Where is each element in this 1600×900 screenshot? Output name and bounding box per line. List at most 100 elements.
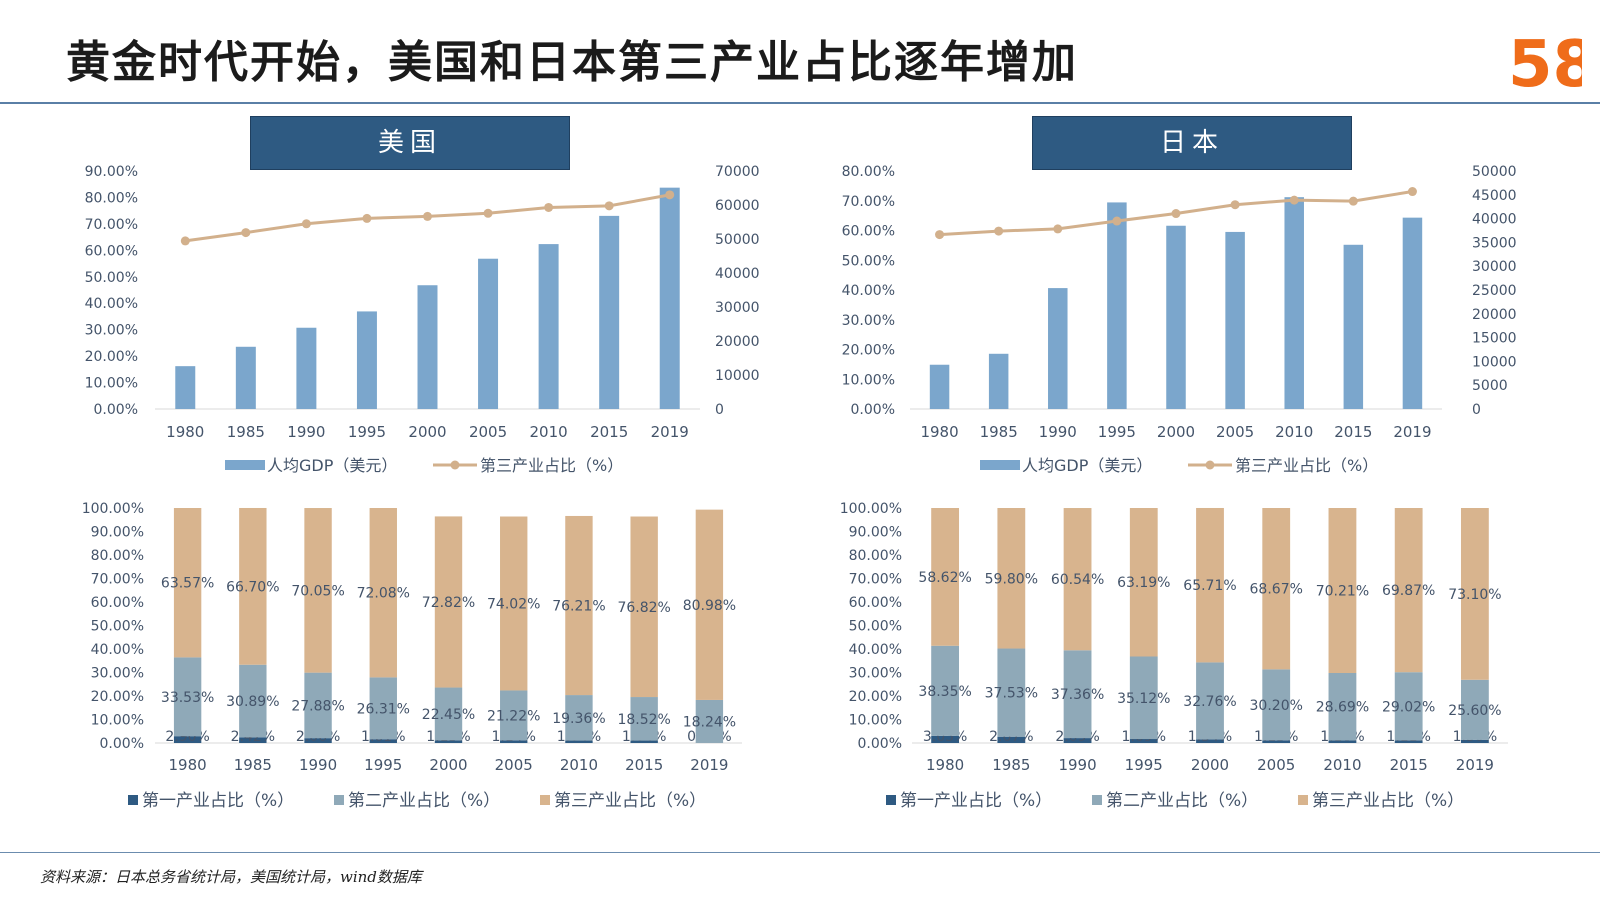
jp-share-secondary-data-label: 30.20% bbox=[1250, 698, 1303, 714]
jp-share-tick-label: 100.00% bbox=[840, 501, 902, 517]
jp-gdp-tertiary-point bbox=[1407, 187, 1417, 197]
us-gdp-left-tick-label: 80.00% bbox=[85, 190, 138, 206]
us-share-tertiary-segment bbox=[630, 516, 658, 698]
us-share-secondary-data-label: 26.31% bbox=[357, 701, 410, 717]
jp-share-primary-segment bbox=[1394, 740, 1423, 743]
us-share-tick-label: 70.00% bbox=[91, 572, 144, 588]
jp-gdp-category-label: 1990 bbox=[1039, 423, 1077, 441]
jp-share-secondary-segment bbox=[997, 648, 1026, 737]
jp-gdp-left-tick-label: 60.00% bbox=[842, 224, 895, 240]
jp-share-secondary-data-label: 25.60% bbox=[1448, 703, 1501, 719]
us-share-tertiary-segment bbox=[695, 509, 724, 700]
jp-share-category-label: 1990 bbox=[1058, 756, 1096, 774]
us-gdp-left-tick-label: 30.00% bbox=[85, 323, 138, 339]
jp-share-legend-label-secondary: 第二产业占比（%） bbox=[1106, 791, 1258, 811]
us-gdp-category-label: 1990 bbox=[287, 423, 325, 441]
us-share-tick-label: 20.00% bbox=[91, 689, 144, 705]
us-share-secondary-segment bbox=[500, 690, 528, 741]
jp-gdp-left-tick-label: 50.00% bbox=[842, 253, 895, 269]
us-share-tertiary-segment bbox=[239, 507, 267, 665]
jp-gdp-right-tick-label: 30000 bbox=[1472, 259, 1517, 275]
us-share-primary-segment bbox=[630, 740, 658, 743]
us-gdp-legend-bar-label: 人均GDP（美元） bbox=[267, 456, 397, 475]
us-gdp-left-tick-label: 50.00% bbox=[85, 270, 138, 286]
jp-share-primary-segment bbox=[1063, 738, 1092, 743]
us-gdp-right-tick-label: 0 bbox=[715, 402, 724, 418]
jp-gdp-right-tick-label: 20000 bbox=[1472, 307, 1517, 323]
jp-share-secondary-segment bbox=[1129, 656, 1158, 740]
us-gdp-category-label: 2000 bbox=[408, 423, 446, 441]
us-gdp-tertiary-point bbox=[483, 208, 493, 218]
us-gdp-tertiary-point bbox=[362, 213, 372, 223]
us-gdp-gdp-bar bbox=[478, 258, 499, 409]
jp-gdp-gdp-bar bbox=[1284, 197, 1304, 409]
jp-share-secondary-data-label: 29.02% bbox=[1382, 699, 1435, 715]
jp-share-secondary-data-label: 28.69% bbox=[1316, 700, 1369, 716]
us-share-secondary-segment bbox=[369, 677, 397, 740]
us-share-tick-label: 50.00% bbox=[91, 619, 144, 635]
us-gdp-right-tick-label: 60000 bbox=[715, 198, 760, 214]
jp-gdp-left-tick-label: 0.00% bbox=[851, 402, 895, 418]
us-share-tertiary-segment bbox=[500, 516, 528, 691]
jp-share-tertiary-data-label: 59.80% bbox=[985, 571, 1038, 587]
us-gdp-category-label: 1980 bbox=[166, 423, 204, 441]
jp-share-category-label: 1980 bbox=[926, 756, 964, 774]
us-share-legend-swatch-primary bbox=[128, 795, 138, 805]
jp-share-tertiary-segment bbox=[1129, 508, 1158, 657]
jp-share-secondary-data-label: 32.76% bbox=[1183, 694, 1236, 710]
us-share-legend-label-primary: 第一产业占比（%） bbox=[142, 791, 294, 811]
jp-gdp-category-label: 2000 bbox=[1157, 423, 1195, 441]
us-share-tertiary-segment bbox=[565, 515, 593, 696]
us-share-tertiary-data-label: 72.08% bbox=[357, 586, 410, 602]
us-share-tertiary-data-label: 66.70% bbox=[226, 579, 279, 595]
jp-share-category-label: 2015 bbox=[1390, 756, 1428, 774]
us-gdp-tertiary-point bbox=[301, 219, 311, 229]
source-note: 资料来源：日本总务省统计局，美国统计局，wind数据库 bbox=[40, 868, 422, 886]
us-gdp-left-tick-label: 10.00% bbox=[85, 376, 138, 392]
us-share-secondary-segment bbox=[304, 672, 332, 739]
jp-gdp-category-label: 1995 bbox=[1098, 423, 1136, 441]
jp-share-secondary-data-label: 37.36% bbox=[1051, 687, 1104, 703]
us-share-secondary-data-label: 27.88% bbox=[291, 698, 344, 714]
charts-canvas: 0.00% 10.00% 20.00% 30.00% 40.00% 50.00% 60.00… bbox=[82, 164, 1517, 811]
jp-share-tick-label: 10.00% bbox=[849, 713, 902, 729]
us-share-legend-label-secondary: 第二产业占比（%） bbox=[348, 791, 500, 811]
jp-gdp-left-tick-label: 30.00% bbox=[842, 313, 895, 329]
us-share-tertiary-data-label: 76.82% bbox=[617, 600, 670, 616]
jp-share-tertiary-segment bbox=[1196, 507, 1224, 663]
us-share-tick-label: 30.00% bbox=[91, 666, 144, 682]
brand-logo: 58 bbox=[1508, 28, 1582, 96]
us-share-primary-segment bbox=[239, 737, 267, 743]
jp-share-tertiary-data-label: 73.10% bbox=[1448, 587, 1501, 603]
jp-share-tick-label: 40.00% bbox=[849, 642, 902, 658]
jp-share-tertiary-data-label: 60.54% bbox=[1051, 572, 1104, 588]
jp-gdp-left-tick-label: 20.00% bbox=[842, 343, 895, 359]
jp-gdp-legend-line-marker bbox=[1205, 460, 1215, 470]
us-gdp-tertiary-point bbox=[423, 211, 432, 221]
us-share-primary-segment bbox=[434, 740, 463, 743]
us-gdp-tertiary-point bbox=[241, 228, 251, 238]
jp-gdp-right-tick-label: 45000 bbox=[1472, 188, 1517, 204]
jp-panel-title: 日本 bbox=[1032, 116, 1352, 170]
jp-share-tertiary-data-label: 70.21% bbox=[1316, 583, 1369, 599]
jp-share-secondary-segment bbox=[931, 645, 960, 736]
us-gdp-tertiary-point bbox=[180, 236, 190, 246]
us-share-legend-swatch-secondary bbox=[334, 795, 344, 805]
us-share-secondary-segment bbox=[239, 664, 267, 738]
us-gdp-category-label: 1985 bbox=[227, 423, 265, 441]
us-gdp-tertiary-point bbox=[604, 201, 614, 211]
footer-divider bbox=[0, 852, 1600, 853]
us-gdp-gdp-bar bbox=[296, 327, 317, 409]
jp-share-category-label: 1985 bbox=[992, 756, 1030, 774]
jp-share-category-label: 2010 bbox=[1323, 756, 1361, 774]
us-panel-title: 美国 bbox=[250, 116, 570, 170]
jp-share-legend-swatch-tertiary bbox=[1298, 795, 1308, 805]
jp-gdp-gdp-bar bbox=[1107, 202, 1127, 409]
us-share-primary-segment bbox=[173, 736, 202, 743]
us-share-primary-segment bbox=[304, 738, 332, 743]
jp-share-tertiary-segment bbox=[997, 508, 1026, 649]
jp-gdp-right-tick-label: 10000 bbox=[1472, 354, 1517, 370]
us-share-category-label: 1980 bbox=[169, 756, 207, 774]
jp-gdp-tertiary-point bbox=[1289, 195, 1299, 205]
jp-gdp-tertiary-point bbox=[935, 230, 945, 240]
